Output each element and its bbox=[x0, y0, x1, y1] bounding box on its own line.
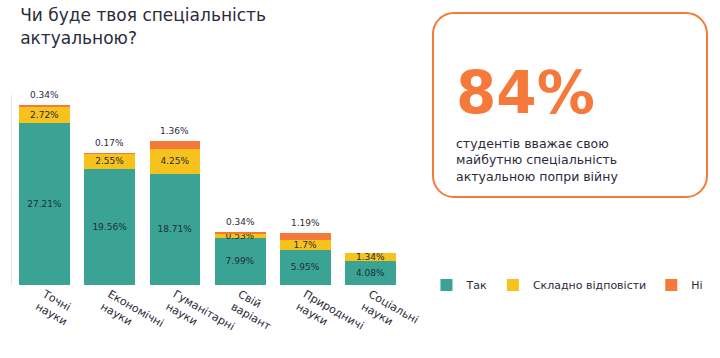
svg-text:7.99%: 7.99% bbox=[226, 256, 255, 266]
svg-text:Точнінауки: Точнінауки bbox=[32, 287, 76, 328]
svg-text:1.19%: 1.19% bbox=[291, 218, 320, 228]
svg-text:27.21%: 27.21% bbox=[27, 199, 62, 209]
svg-text:1.7%: 1.7% bbox=[294, 240, 317, 250]
svg-text:4.25%: 4.25% bbox=[160, 156, 189, 166]
svg-text:4.08%: 4.08% bbox=[356, 268, 385, 278]
svg-text:Свійваріант: Свійваріант bbox=[229, 288, 281, 334]
svg-text:2.72%: 2.72% bbox=[30, 110, 59, 120]
html-text:студентів вважає свою майбутню: студентів вважає свою майбутню спеціальн… bbox=[456, 136, 618, 184]
svg-text:0.17%: 0.17% bbox=[95, 138, 124, 148]
svg-text:0.34%: 0.34% bbox=[30, 90, 59, 100]
svg-text:0.34%: 0.34% bbox=[226, 217, 255, 227]
svg-text:Гуманітарнінауки: Гуманітарнінауки bbox=[164, 288, 237, 346]
svg-text:5.95%: 5.95% bbox=[291, 262, 320, 272]
svg-text:1.36%: 1.36% bbox=[160, 126, 189, 136]
svg-text:18.71%: 18.71% bbox=[158, 224, 193, 234]
html-text:84%: 84% bbox=[456, 59, 595, 127]
svg-text:Складно відповісти: Складно відповісти bbox=[533, 279, 646, 292]
svg-text:2.55%: 2.55% bbox=[95, 156, 124, 166]
svg-text:Так: Так bbox=[465, 279, 486, 292]
svg-text:19.56%: 19.56% bbox=[92, 222, 127, 232]
svg-text:Чи буде твоя спеціальністьакту: Чи буде твоя спеціальністьактуальною? bbox=[20, 5, 266, 47]
svg-text:Економічнінауки: Економічнінауки bbox=[98, 288, 166, 343]
svg-text:Соціальнінауки: Соціальнінауки bbox=[359, 288, 421, 339]
svg-text:1.34%: 1.34% bbox=[356, 252, 385, 262]
svg-text:Природничінауки: Природничінауки bbox=[294, 288, 366, 345]
svg-text:Ні: Ні bbox=[691, 279, 702, 292]
svg-text:0.53%: 0.53% bbox=[226, 231, 255, 241]
